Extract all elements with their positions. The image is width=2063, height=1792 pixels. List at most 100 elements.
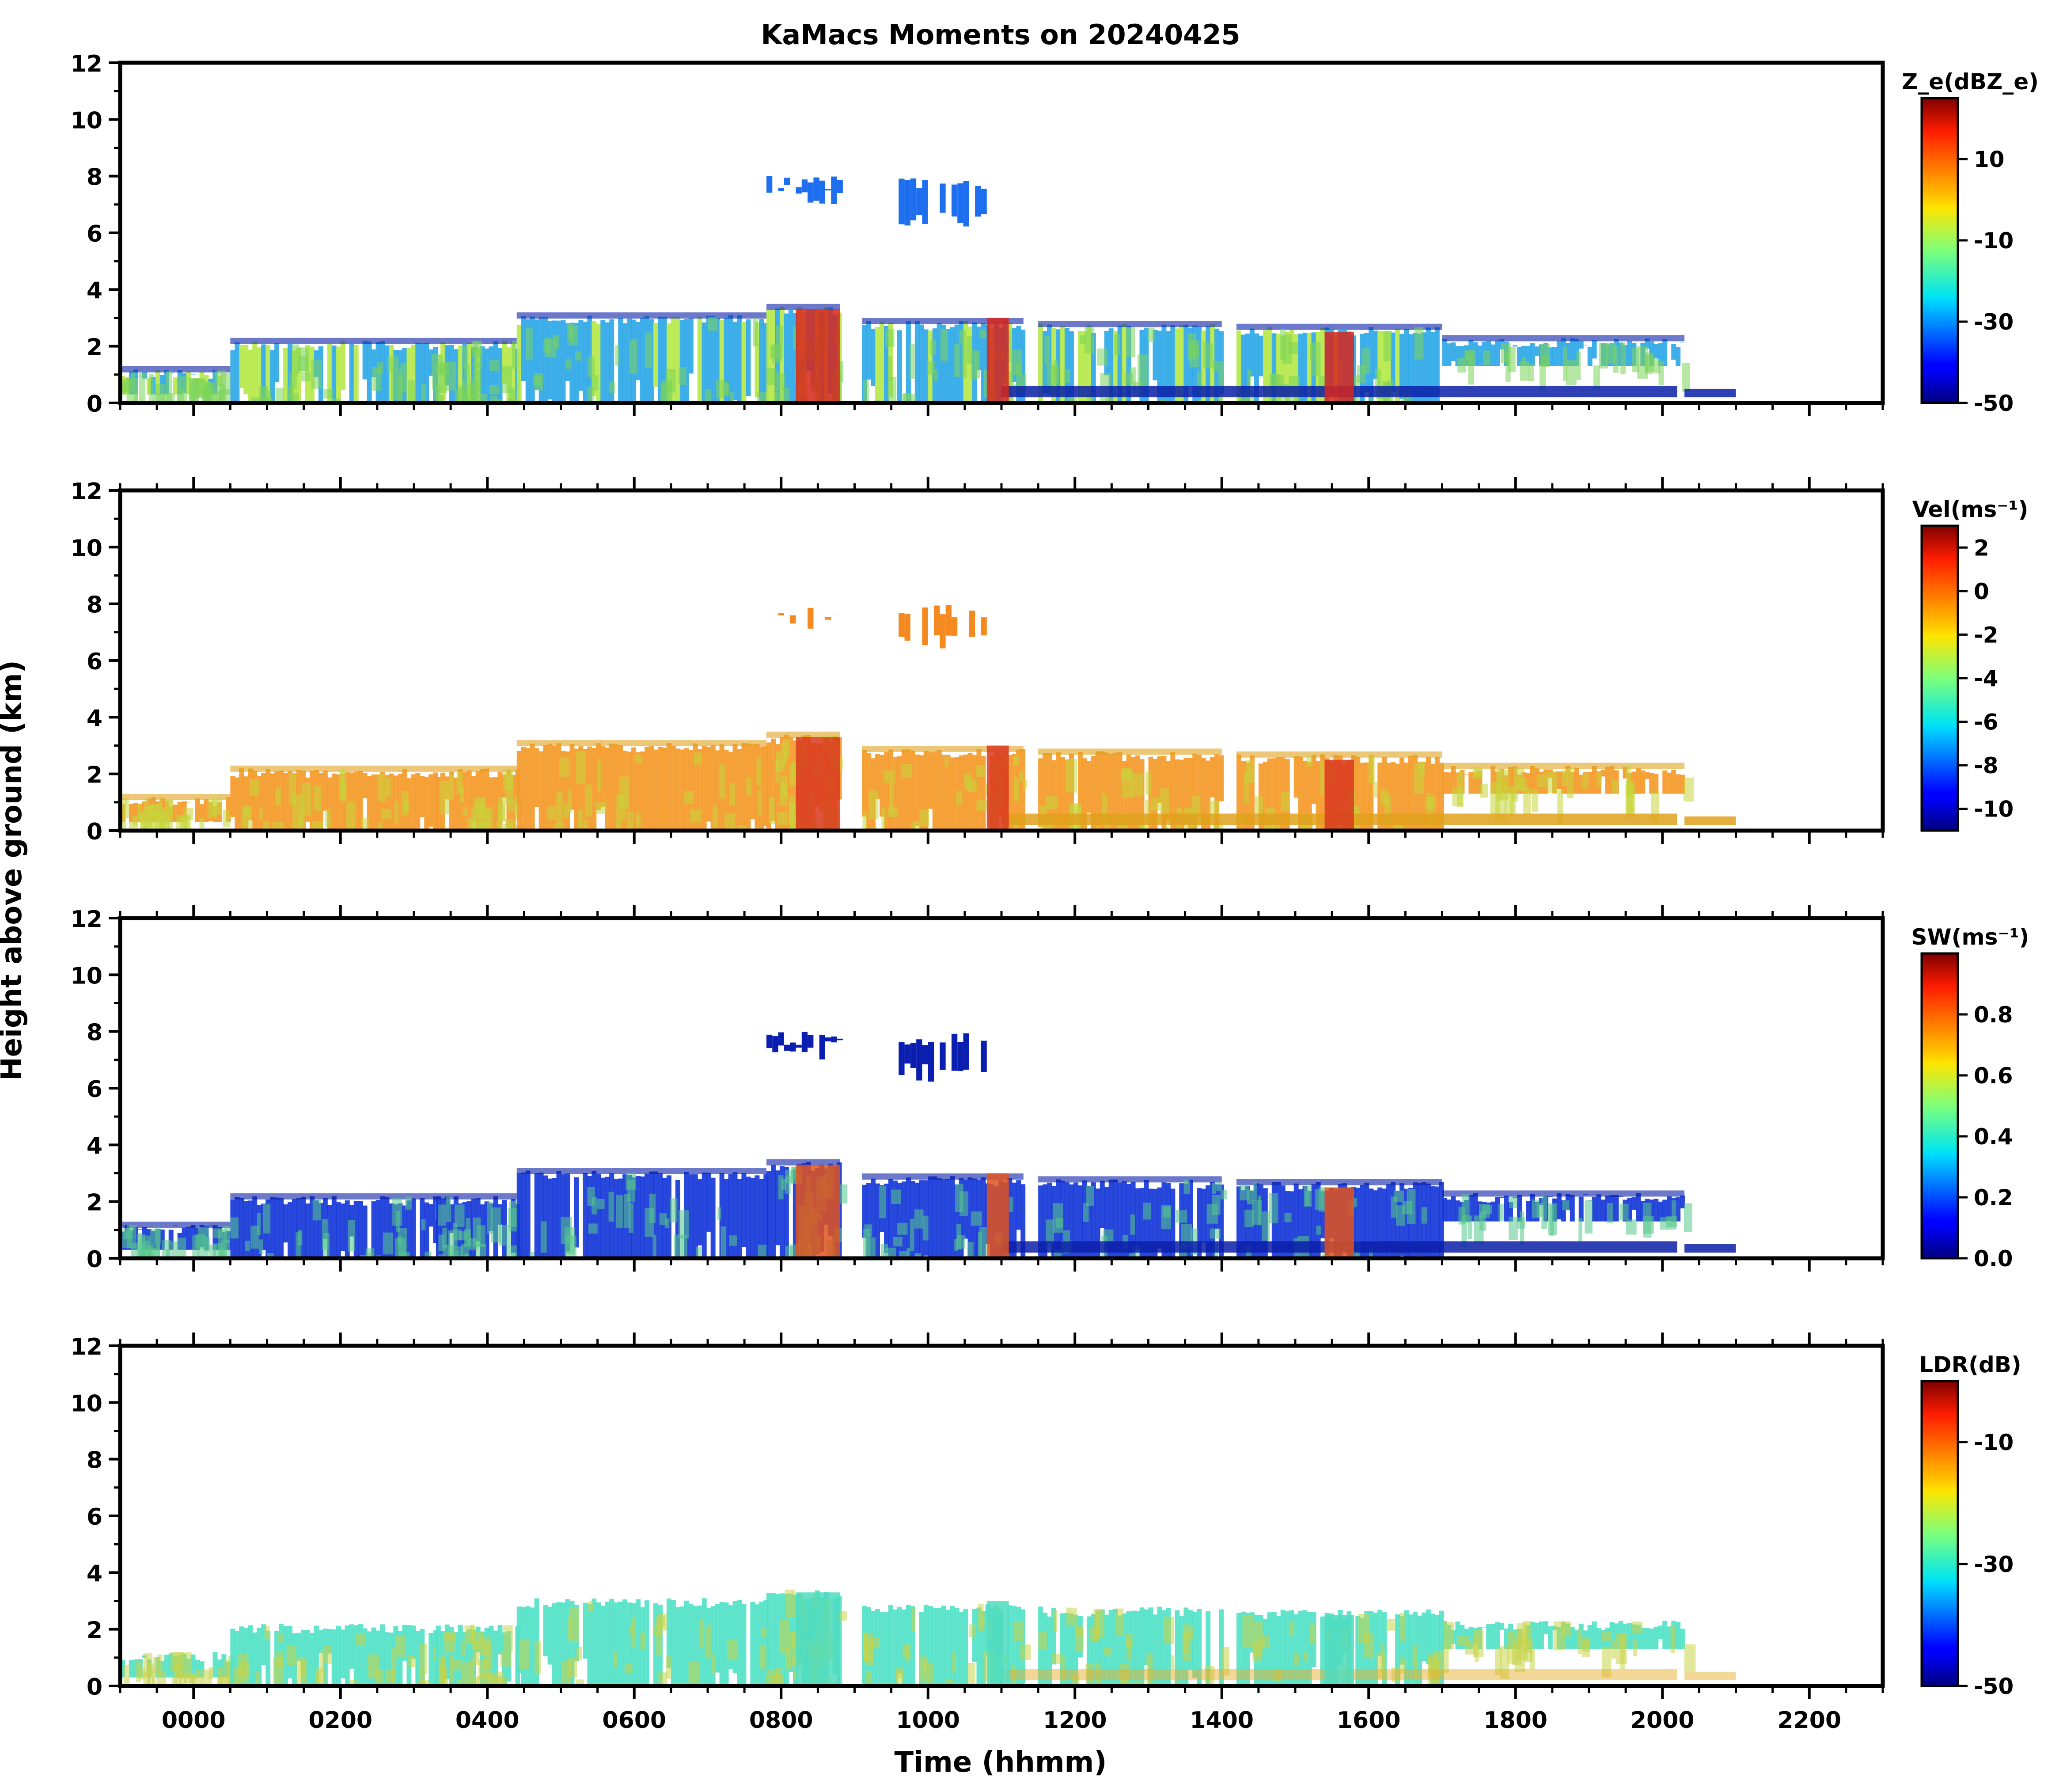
colorbar bbox=[1920, 1380, 1959, 1687]
colorbar-label: SW(ms⁻¹) bbox=[1911, 924, 2029, 950]
y-tick-label: 10 bbox=[71, 535, 102, 562]
x-tick-label: 2000 bbox=[1631, 1707, 1695, 1734]
cloud-layer-segment bbox=[1038, 748, 1224, 831]
panel-spectrum_width: 0 2 4 6 8 10 12 SW(ms⁻¹) 0.8 0.6 0.4 0.2 0.0 bbox=[71, 905, 2029, 1273]
y-tick-label: 10 bbox=[71, 107, 102, 134]
convective-core bbox=[986, 318, 1009, 403]
panel-ldr: 0 2 4 6 8 10 12 0000 0200 0400 0600 0800 1000 1200 140… bbox=[71, 1333, 2021, 1734]
colorbar-tick-label: -30 bbox=[1974, 309, 2014, 335]
convective-core bbox=[796, 1592, 840, 1686]
upper-cloud bbox=[766, 1032, 843, 1059]
y-tick-label: 10 bbox=[71, 1390, 102, 1417]
low-echo-band bbox=[1684, 1244, 1736, 1253]
colorbar bbox=[1920, 952, 1959, 1260]
low-echo-band bbox=[1684, 816, 1736, 825]
convective-core bbox=[986, 1601, 1009, 1686]
cloud-layer-segment bbox=[230, 1624, 440, 1686]
cloud-layer-segment bbox=[516, 1168, 769, 1258]
upper-cloud bbox=[778, 607, 837, 629]
y-tick-label: 4 bbox=[87, 705, 102, 732]
y-tick-label: 12 bbox=[71, 906, 102, 933]
colorbar-label: Z_e(dBZ_e) bbox=[1902, 69, 2039, 95]
x-tick-label: 1800 bbox=[1483, 1707, 1547, 1734]
cloud-layer-segment bbox=[516, 1598, 774, 1686]
cloud-layer-segment bbox=[120, 1652, 239, 1686]
y-tick-label: 6 bbox=[87, 1076, 102, 1103]
cloud-layer-segment bbox=[120, 366, 231, 403]
cloud-layer-segment bbox=[1442, 335, 1691, 392]
colorbar bbox=[1920, 524, 1959, 832]
y-tick-label: 6 bbox=[87, 1504, 102, 1530]
cloud-layer-segment bbox=[516, 312, 770, 403]
convective-core bbox=[986, 1173, 1009, 1258]
panels: 0 2 4 6 8 10 12 Z_e(dBZ_e) 10 -10 -30 -50 0 2 4 6 8 10 12 V… bbox=[71, 51, 2039, 1734]
convective-core bbox=[1324, 759, 1354, 831]
colorbar-tick-label: -2 bbox=[1974, 622, 1999, 648]
colorbar-tick-label: 10 bbox=[1974, 147, 2005, 172]
x-tick-label: 0800 bbox=[749, 1707, 813, 1734]
cloud-layer-segment bbox=[1442, 763, 1694, 825]
cloud-layer-segment bbox=[230, 1193, 441, 1258]
cloud-layer-segment bbox=[436, 1624, 520, 1686]
colorbar-label: LDR(dB) bbox=[1919, 1352, 2021, 1378]
colorbar bbox=[1920, 97, 1959, 404]
x-tick-label: 1600 bbox=[1337, 1707, 1401, 1734]
x-tick-label: 1000 bbox=[896, 1707, 960, 1734]
low-echo-band bbox=[1684, 388, 1736, 398]
x-tick-label: 0400 bbox=[455, 1707, 520, 1734]
colorbar-tick-label: -8 bbox=[1974, 753, 1999, 778]
colorbar-tick-label: -50 bbox=[1974, 1674, 2014, 1699]
y-tick-label: 2 bbox=[87, 1617, 102, 1644]
colorbar-tick-label: -10 bbox=[1974, 228, 2014, 254]
y-tick-label: 4 bbox=[87, 1560, 102, 1587]
cloud-layer-segment bbox=[436, 338, 522, 403]
x-axis-label: Time (hhmm) bbox=[895, 1746, 1107, 1779]
y-tick-label: 12 bbox=[71, 51, 102, 77]
convective-core bbox=[796, 309, 840, 403]
cloud-layer-segment bbox=[120, 1222, 231, 1258]
y-tick-label: 8 bbox=[87, 592, 102, 619]
y-tick-label: 8 bbox=[87, 1020, 102, 1046]
upper-cloud bbox=[899, 1033, 987, 1082]
cloud-layer-segment bbox=[230, 338, 446, 403]
y-tick-label: 10 bbox=[71, 963, 102, 989]
x-tick-label: 1400 bbox=[1190, 1707, 1254, 1734]
y-tick-label: 12 bbox=[71, 1334, 102, 1360]
colorbar-tick-label: -10 bbox=[1974, 797, 2014, 822]
colorbar-tick-label: 0.0 bbox=[1974, 1246, 2013, 1272]
convective-core bbox=[1324, 332, 1354, 403]
upper-cloud bbox=[899, 605, 987, 649]
y-tick-label: 0 bbox=[87, 1674, 102, 1701]
y-tick-label: 0 bbox=[87, 819, 102, 845]
cloud-layer-segment bbox=[120, 794, 231, 831]
colorbar-tick-label: -30 bbox=[1974, 1552, 2014, 1577]
cloud-layer-segment bbox=[230, 765, 438, 831]
convective-core bbox=[1324, 1615, 1354, 1686]
y-tick-label: 12 bbox=[71, 478, 102, 505]
y-tick-label: 4 bbox=[87, 1133, 102, 1159]
cloud-layer-segment bbox=[1442, 1190, 1692, 1247]
y-tick-label: 2 bbox=[87, 1190, 102, 1216]
y-tick-label: 2 bbox=[87, 334, 102, 361]
radar-echoes bbox=[120, 176, 1736, 403]
panel-velocity: 0 2 4 6 8 10 12 Vel(ms⁻¹) 2 0 -2 -4 -6 -8 -10 bbox=[71, 477, 2028, 845]
x-tick-label: 0200 bbox=[308, 1707, 372, 1734]
y-axis-label: Height above ground (km) bbox=[0, 660, 28, 1081]
colorbar-tick-label: -50 bbox=[1974, 391, 2014, 416]
x-tick-label: 1200 bbox=[1043, 1707, 1107, 1734]
cloud-layer-segment bbox=[436, 1193, 522, 1258]
convective-core bbox=[1324, 1187, 1354, 1258]
cloud-layer-segment bbox=[1038, 321, 1224, 403]
y-tick-label: 6 bbox=[87, 649, 102, 675]
x-tick-label: 0600 bbox=[602, 1707, 666, 1734]
colorbar-tick-label: -6 bbox=[1974, 710, 1999, 735]
cloud-layer-segment bbox=[516, 740, 769, 831]
x-tick-label: 2200 bbox=[1777, 1707, 1841, 1734]
cloud-layer-segment bbox=[1038, 1176, 1231, 1258]
colorbar-tick-label: -10 bbox=[1974, 1430, 2014, 1455]
low-echo-band bbox=[1684, 1671, 1736, 1681]
cloud-layer-segment bbox=[1236, 1179, 1444, 1258]
y-tick-label: 0 bbox=[87, 1246, 102, 1273]
colorbar-tick-label: 2 bbox=[1974, 535, 1989, 561]
